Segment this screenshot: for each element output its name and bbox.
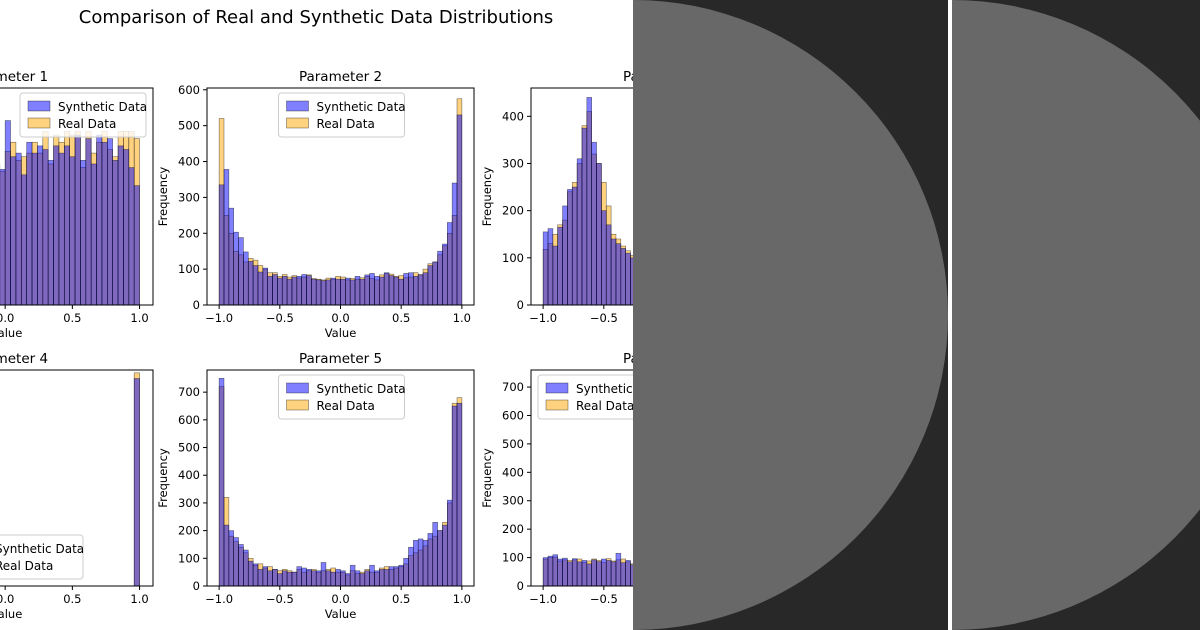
x-tick-label: −1.0 [205,311,233,325]
y-axis-label: Frequency [156,448,170,508]
y-tick-label: 700 [178,385,200,399]
legend-label: Synthetic Data [317,382,406,396]
x-tick-label: 0.5 [63,311,81,325]
x-tick-label: −1.0 [529,592,557,606]
x-axis-label: Value [0,326,22,340]
x-tick-label: 0.5 [392,592,410,606]
legend: Synthetic Data Real Data [19,92,147,138]
legend: Synthetic Data Real Data [278,374,406,420]
legend-swatch [27,117,51,129]
legend-swatch [286,382,309,394]
legend-label: Real Data [317,117,375,131]
y-axis-label: Frequency [480,448,494,508]
gray-disc-right [952,0,1200,630]
x-tick-label: 0.0 [0,311,14,325]
x-tick-label: 1.0 [130,311,148,325]
y-tick-label: 300 [178,190,200,204]
y-tick-label: 600 [178,413,200,427]
legend-label: Real Data [58,117,116,131]
axes-frame [0,87,154,306]
legend-swatch [286,100,309,112]
y-tick-label: 100 [502,551,524,565]
legend-label: Real Data [576,399,634,413]
legend-box [0,534,84,580]
y-axis-label: Frequency [480,167,494,227]
y-tick-label: 400 [178,468,200,482]
legend-label: Synthetic Data [0,542,84,556]
legend-swatch [286,117,309,129]
x-tick-label: −0.5 [266,311,294,325]
y-tick-label: 100 [178,262,200,276]
y-tick-label: 300 [178,496,200,510]
x-tick-label: −1.0 [529,311,557,325]
x-tick-label: 0.0 [0,592,14,606]
y-tick-label: 100 [178,551,200,565]
y-tick-label: 600 [178,83,200,97]
x-axis-label: Value [0,607,22,621]
figure-title: Comparison of Real and Synthetic Data Di… [79,7,553,28]
y-tick-label: 500 [178,119,200,133]
y-tick-label: 200 [502,204,524,218]
panels: 0.0 0.5 1.0 Parameter 1 Value Synthetic Data R… [0,69,799,621]
legend-swatch [27,100,51,112]
x-axis-label: Value [325,607,357,621]
x-tick-label: 1.0 [130,592,148,606]
y-tick-label: 200 [178,226,200,240]
legend-label: Synthetic Data [58,100,147,114]
x-tick-label: 0.5 [392,311,410,325]
y-tick-label: 300 [502,156,524,170]
y-tick-label: 300 [502,494,524,508]
y-tick-label: 400 [502,465,524,479]
x-tick-label: 1.0 [453,592,471,606]
y-tick-label: 0 [517,579,524,593]
x-tick-label: 0.0 [331,311,349,325]
x-axis-label: Value [325,326,357,340]
y-tick-label: 0 [193,298,200,312]
panel-2: −1.0 −0.5 0.0 0.5 1.0 0 100 200 300 400 500 600 Para… [156,69,475,340]
legend-label: Real Data [0,559,53,573]
legend-swatch [286,399,309,411]
y-tick-label: 100 [502,251,524,265]
panel-title: Parameter 2 [299,69,382,85]
y-tick-label: 700 [502,380,524,394]
panel-title: Parameter 1 [0,69,48,85]
legend: Synthetic Data Real Data [278,92,406,138]
axes-frame [0,369,154,587]
y-tick-label: 500 [502,437,524,451]
y-tick-label: 500 [178,441,200,455]
legend-label: Synthetic Data [317,100,406,114]
y-tick-label: 0 [517,298,524,312]
x-tick-label: 0.5 [63,592,81,606]
x-tick-label: −0.5 [590,311,618,325]
legend: Synthetic Data Real Data [0,534,84,580]
x-tick-label: −0.5 [590,592,618,606]
x-tick-label: 0.0 [331,592,349,606]
panel-divider [948,0,952,630]
x-tick-label: −0.5 [266,592,294,606]
y-tick-label: 0 [193,579,200,593]
panel-title: Parameter 5 [299,351,382,367]
x-tick-label: −1.0 [205,592,233,606]
panel-1: 0.0 0.5 1.0 Parameter 1 Value Synthetic Data R… [0,69,154,340]
legend-label: Real Data [317,399,375,413]
y-axis-label: Frequency [156,167,170,227]
legend-swatch [545,399,569,411]
legend-box [278,374,405,420]
legend-swatch [545,382,569,394]
y-tick-label: 400 [178,155,200,169]
y-tick-label: 400 [502,109,524,123]
panel-4: 0.0 0.5 1.0 Parameter 4 Value Synthetic Data R… [0,351,154,621]
y-tick-label: 600 [502,408,524,422]
gray-disc-left [633,0,948,630]
legend-box [19,92,147,138]
panel-title: Parameter 4 [0,351,48,367]
panel-5: −1.0 −0.5 0.0 0.5 1.0 0 100 200 300 400 500 600 700 P… [156,351,475,621]
x-tick-label: 1.0 [453,311,471,325]
legend-box [278,92,405,138]
y-tick-label: 200 [502,522,524,536]
y-tick-label: 200 [178,524,200,538]
